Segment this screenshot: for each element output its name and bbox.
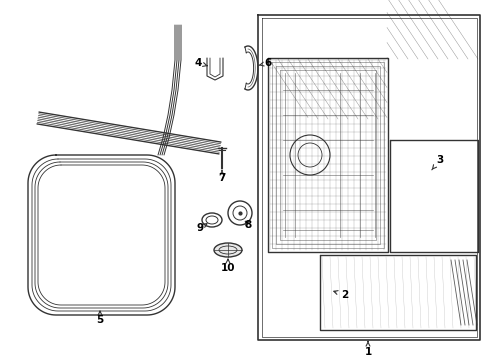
Text: 1: 1 (364, 341, 371, 357)
Text: 7: 7 (218, 170, 225, 183)
Text: 4: 4 (194, 58, 207, 68)
Text: 10: 10 (220, 259, 235, 273)
Text: 6: 6 (258, 58, 271, 68)
Text: 9: 9 (196, 223, 206, 233)
Text: 2: 2 (333, 290, 348, 300)
Ellipse shape (214, 243, 242, 257)
Text: 5: 5 (96, 311, 103, 325)
Text: 8: 8 (244, 220, 251, 230)
Text: 3: 3 (431, 155, 443, 170)
